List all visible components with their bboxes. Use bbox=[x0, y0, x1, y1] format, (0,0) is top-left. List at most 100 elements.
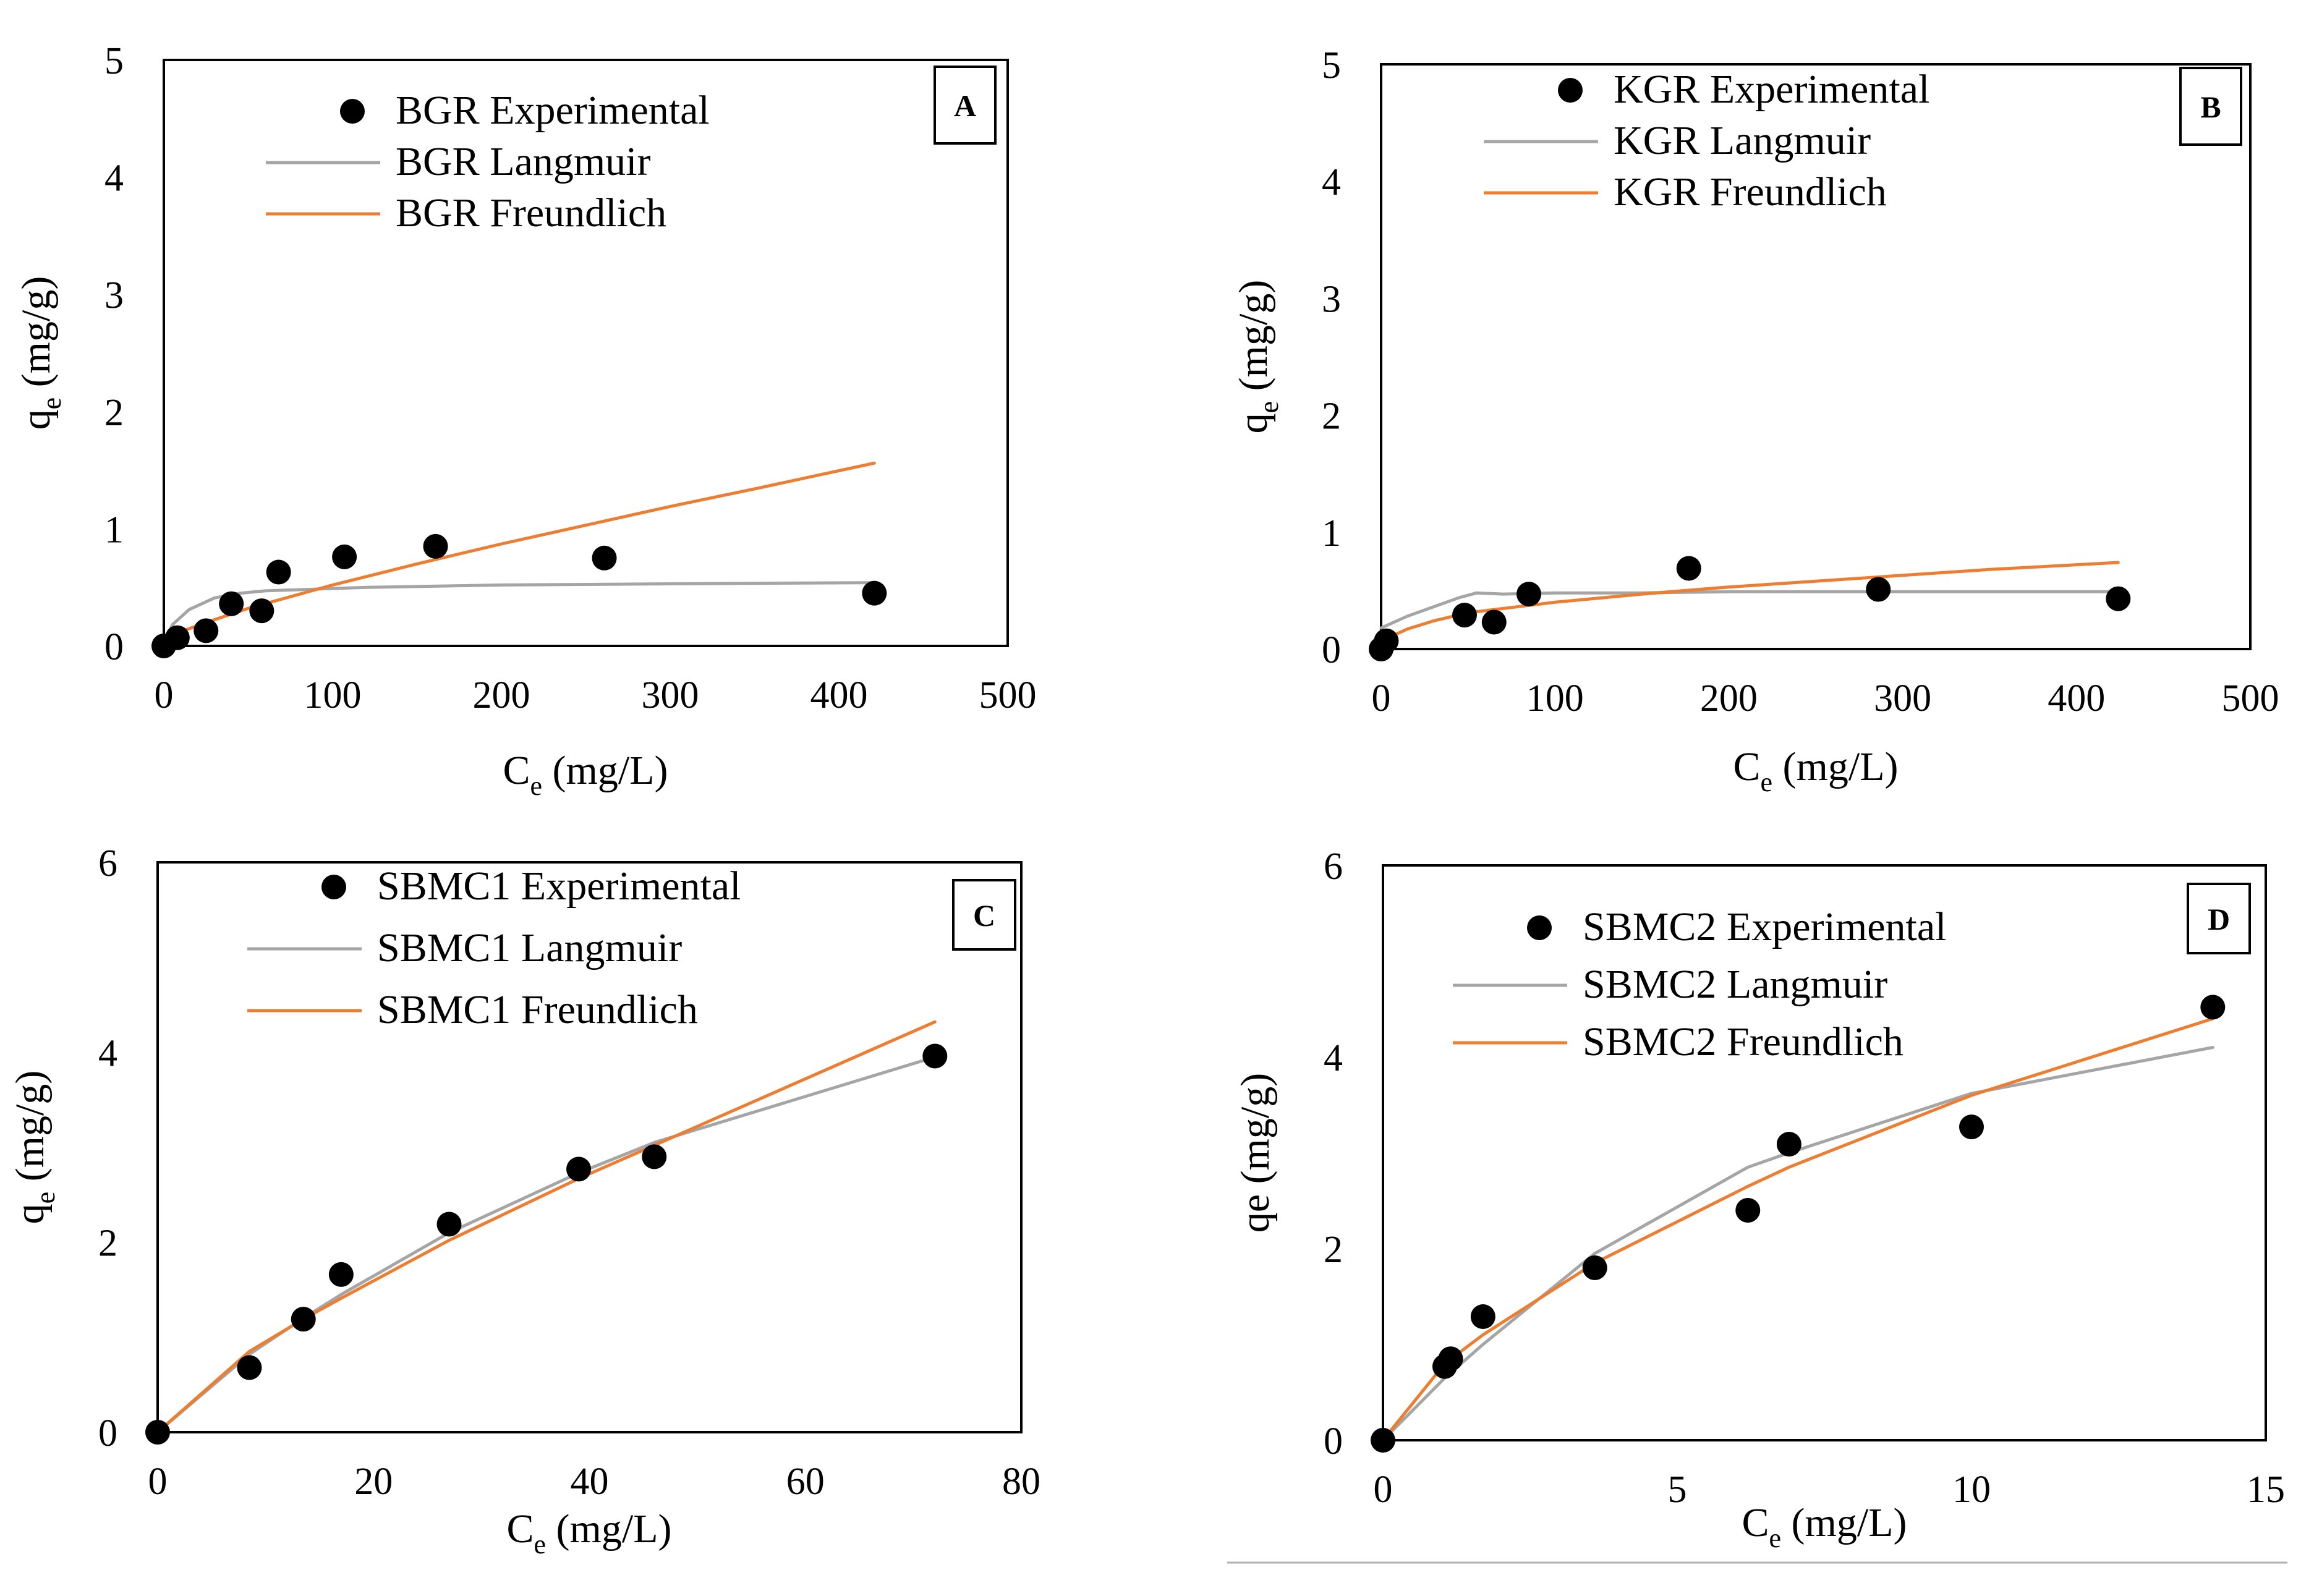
legend-label: SBMC1 Freundlich bbox=[377, 987, 698, 1032]
legend-label: SBMC2 Freundlich bbox=[1583, 1019, 1904, 1064]
legend-marker bbox=[321, 875, 346, 899]
experimental-point bbox=[1374, 628, 1399, 653]
y-tick-label: 0 bbox=[98, 1412, 117, 1454]
experimental-point bbox=[1676, 556, 1701, 581]
experimental-point bbox=[1481, 609, 1507, 635]
experimental-point bbox=[922, 1043, 948, 1069]
experimental-point bbox=[249, 598, 274, 624]
panel-c: 0 20 40 60 80 0 2 4 6 Ce (mg/L) qe (mg/g) SBMC1 Exp… bbox=[7, 843, 1040, 1560]
x-tick-label: 300 bbox=[1874, 677, 1931, 719]
x-tick-label: 60 bbox=[786, 1461, 825, 1503]
x-tick-label: 100 bbox=[1526, 677, 1584, 719]
x-tick-label: 500 bbox=[2222, 677, 2279, 719]
experimental-point bbox=[332, 544, 357, 569]
experimental-point bbox=[328, 1262, 354, 1287]
y-tick-label: 4 bbox=[1322, 161, 1341, 203]
x-tick-label: 100 bbox=[304, 674, 362, 716]
experimental-point bbox=[1371, 1428, 1395, 1453]
panel-label: D bbox=[2208, 902, 2230, 936]
experimental-point bbox=[164, 625, 190, 650]
panel-label: A bbox=[954, 88, 976, 123]
y-tick-label: 3 bbox=[104, 274, 124, 316]
y-tick-label: 4 bbox=[104, 158, 124, 200]
experimental-point bbox=[291, 1307, 316, 1332]
sbmc1-langmuir-line bbox=[156, 1055, 937, 1434]
legend-label: SBMC2 Langmuir bbox=[1583, 962, 1887, 1007]
experimental-point bbox=[1438, 1346, 1463, 1372]
legend-label: SBMC1 Langmuir bbox=[377, 925, 682, 970]
legend-label: KGR Experimental bbox=[1614, 67, 1929, 112]
y-tick-label: 2 bbox=[104, 392, 124, 434]
legend-marker bbox=[1558, 78, 1583, 103]
panel-b: 0 100 200 300 400 500 0 1 2 3 4 5 Ce (mg/L) qe (mg/g)… bbox=[1231, 45, 2279, 797]
x-tick-label: 0 bbox=[1372, 677, 1391, 719]
y-tick-label: 5 bbox=[1322, 45, 1341, 87]
experimental-point bbox=[1516, 582, 1542, 607]
y-tick-label: 6 bbox=[98, 843, 117, 885]
panel-label-box bbox=[952, 879, 1016, 951]
x-axis-label: Ce (mg/L) bbox=[1742, 1500, 1907, 1553]
x-axis-label: Ce (mg/L) bbox=[503, 748, 668, 801]
panel-label: B bbox=[2200, 90, 2221, 124]
legend-label: BGR Experimental bbox=[396, 88, 710, 133]
x-axis-label: Ce (mg/L) bbox=[506, 1506, 671, 1560]
x-tick-label: 300 bbox=[642, 674, 699, 716]
legend-marker bbox=[1527, 915, 1552, 940]
kgr-langmuir-line bbox=[1379, 590, 2120, 630]
experimental-point bbox=[1582, 1255, 1607, 1280]
x-tick-label: 400 bbox=[810, 674, 868, 716]
experimental-point bbox=[1735, 1198, 1761, 1223]
experimental-point bbox=[436, 1212, 462, 1237]
y-tick-label: 6 bbox=[1324, 846, 1343, 888]
y-tick-label: 0 bbox=[104, 626, 124, 668]
sbmc1-freundlich-line bbox=[156, 1020, 937, 1434]
x-tick-label: 500 bbox=[979, 674, 1037, 716]
experimental-point bbox=[194, 618, 219, 643]
experimental-point bbox=[1776, 1132, 1801, 1157]
legend-label: SBMC1 Experimental bbox=[377, 864, 741, 909]
y-tick-label: 4 bbox=[98, 1032, 117, 1074]
y-axis-label: qe (mg/g) bbox=[1233, 1073, 1278, 1233]
experimental-point bbox=[237, 1355, 262, 1380]
panel-label-box bbox=[2187, 883, 2251, 954]
legend-label: BGR Freundlich bbox=[396, 190, 666, 236]
y-axis-label: qe (mg/g) bbox=[1231, 280, 1284, 434]
x-tick-label: 200 bbox=[473, 674, 530, 716]
experimental-point bbox=[1470, 1304, 1495, 1330]
legend-label: SBMC2 Experimental bbox=[1583, 904, 1946, 949]
panel-label-box bbox=[934, 66, 997, 145]
x-tick-label: 200 bbox=[1700, 677, 1758, 719]
y-tick-label: 3 bbox=[1322, 278, 1341, 320]
panel-label-box bbox=[2179, 67, 2242, 146]
experimental-point bbox=[423, 533, 448, 559]
x-tick-label: 80 bbox=[1002, 1461, 1040, 1503]
x-tick-label: 20 bbox=[354, 1461, 393, 1503]
y-tick-label: 0 bbox=[1322, 629, 1341, 671]
y-axis-label: qe (mg/g) bbox=[14, 276, 67, 430]
plot-area-border bbox=[1380, 63, 2252, 650]
experimental-point bbox=[1452, 603, 1477, 628]
y-tick-label: 1 bbox=[104, 509, 124, 551]
y-tick-label: 2 bbox=[1322, 396, 1341, 438]
panel-label: C bbox=[973, 898, 995, 933]
experimental-point bbox=[2106, 586, 2131, 611]
experimental-point bbox=[2200, 995, 2226, 1020]
sbmc2-freundlich-line bbox=[1381, 1017, 2214, 1442]
x-tick-label: 5 bbox=[1668, 1469, 1687, 1511]
y-tick-label: 2 bbox=[98, 1223, 117, 1265]
x-tick-label: 400 bbox=[2048, 677, 2105, 719]
experimental-point bbox=[1959, 1114, 1984, 1140]
x-tick-label: 0 bbox=[155, 674, 174, 716]
panel-a: 0 100 200 300 400 500 0 1 2 3 4 5 Ce (mg/L) qe (mg/g)… bbox=[14, 40, 1037, 801]
bgr-langmuir-line bbox=[162, 581, 876, 648]
experimental-point bbox=[266, 559, 291, 585]
legend-label: KGR Langmuir bbox=[1614, 118, 1871, 163]
experimental-point bbox=[219, 591, 244, 616]
plot-area-border bbox=[156, 861, 1023, 1433]
experimental-point bbox=[862, 580, 887, 606]
legend-marker bbox=[340, 99, 365, 124]
panel-d: 0 5 10 15 0 2 4 6 Ce (mg/L) qe (mg/g) SBMC2 Experi… bbox=[1233, 846, 2285, 1553]
kgr-freundlich-line bbox=[1379, 561, 2120, 643]
sbmc2-langmuir-line bbox=[1381, 1046, 2214, 1442]
